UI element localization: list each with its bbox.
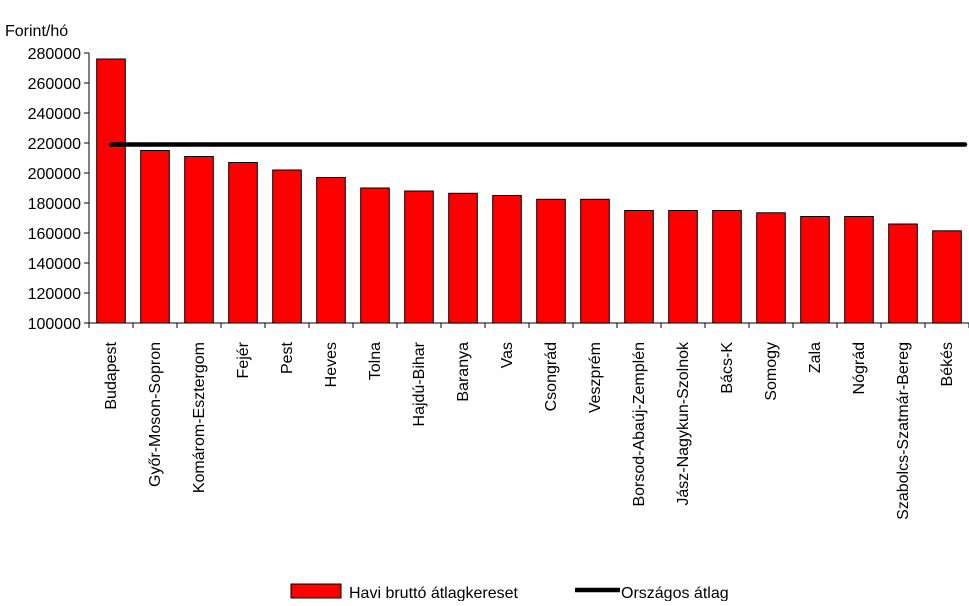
bar-15 — [756, 212, 786, 324]
x-category-label-5: Heves — [323, 342, 340, 387]
bar-9 — [492, 195, 522, 324]
x-category-label-15: Somogy — [763, 342, 780, 401]
axes-group — [88, 53, 969, 324]
legend-swatch-bar — [290, 583, 342, 599]
bar-11 — [580, 198, 610, 324]
bar-0 — [96, 58, 126, 324]
y-tick-label-8: 260000 — [28, 76, 81, 93]
y-ticks-group: 100000 120000 140000 160000 180000 200000 2200… — [28, 46, 89, 333]
x-category-label-13: Jász-Nagykun-Szolnok — [675, 341, 692, 506]
x-category-label-17: Nógrád — [851, 342, 868, 394]
y-tick-label-6: 220000 — [28, 136, 81, 153]
y-tick-label-4: 180000 — [28, 196, 81, 213]
bar-12 — [624, 210, 654, 324]
bar-5 — [316, 177, 346, 324]
y-tick-label-0: 100000 — [28, 316, 81, 333]
bar-17 — [844, 216, 874, 324]
x-category-label-1: Győr-Moson-Sopron — [147, 342, 164, 487]
bars-group — [96, 58, 962, 324]
y-tick-label-5: 200000 — [28, 166, 81, 183]
bar-1 — [140, 150, 170, 324]
bar-10 — [536, 198, 566, 324]
legend-label-bar: Havi bruttó átlagkereset — [349, 585, 519, 601]
x-category-label-6: Tolna — [367, 342, 384, 380]
bar-18 — [888, 223, 918, 324]
x-category-label-3: Fejér — [235, 341, 252, 378]
bar-7 — [404, 190, 434, 324]
bar-16 — [800, 216, 830, 324]
y-tick-label-2: 140000 — [28, 256, 81, 273]
x-category-label-19: Békés — [939, 342, 956, 386]
bar-6 — [360, 187, 390, 324]
y-tick-label-9: 280000 — [28, 46, 81, 63]
x-category-label-14: Bács-K — [719, 342, 736, 394]
x-category-label-16: Zala — [807, 342, 824, 373]
x-category-label-18: Szabolcs-Szatmár-Bereg — [895, 342, 912, 520]
x-labels-group: Budapest Győr-Moson-Sopron Komárom-Eszterg… — [88, 323, 969, 520]
legend: Havi bruttó átlagkereset Országos átlag — [290, 583, 729, 602]
bar-14 — [712, 210, 742, 324]
x-category-label-9: Vas — [499, 342, 516, 368]
bar-2 — [184, 156, 214, 324]
y-tick-label-1: 120000 — [28, 286, 81, 303]
x-category-label-12: Borsod-Abaúj-Zemplén — [631, 342, 648, 507]
x-category-label-4: Pest — [279, 341, 296, 374]
x-category-label-2: Komárom-Esztergom — [191, 342, 208, 493]
x-category-label-8: Baranya — [455, 342, 472, 402]
y-axis-title: Forint/hó — [5, 23, 68, 40]
bar-8 — [448, 192, 478, 324]
bar-13 — [668, 210, 698, 324]
x-category-label-7: Hajdú-Bihar — [411, 341, 428, 426]
bar-3 — [228, 162, 258, 324]
bar-19 — [932, 230, 962, 324]
bar-4 — [272, 169, 302, 324]
x-category-label-11: Veszprém — [587, 342, 604, 413]
y-tick-label-7: 240000 — [28, 106, 81, 123]
y-tick-label-3: 160000 — [28, 226, 81, 243]
x-category-label-10: Csongrád — [543, 342, 560, 411]
legend-label-line: Országos átlag — [621, 585, 729, 601]
x-category-label-0: Budapest — [103, 341, 120, 409]
